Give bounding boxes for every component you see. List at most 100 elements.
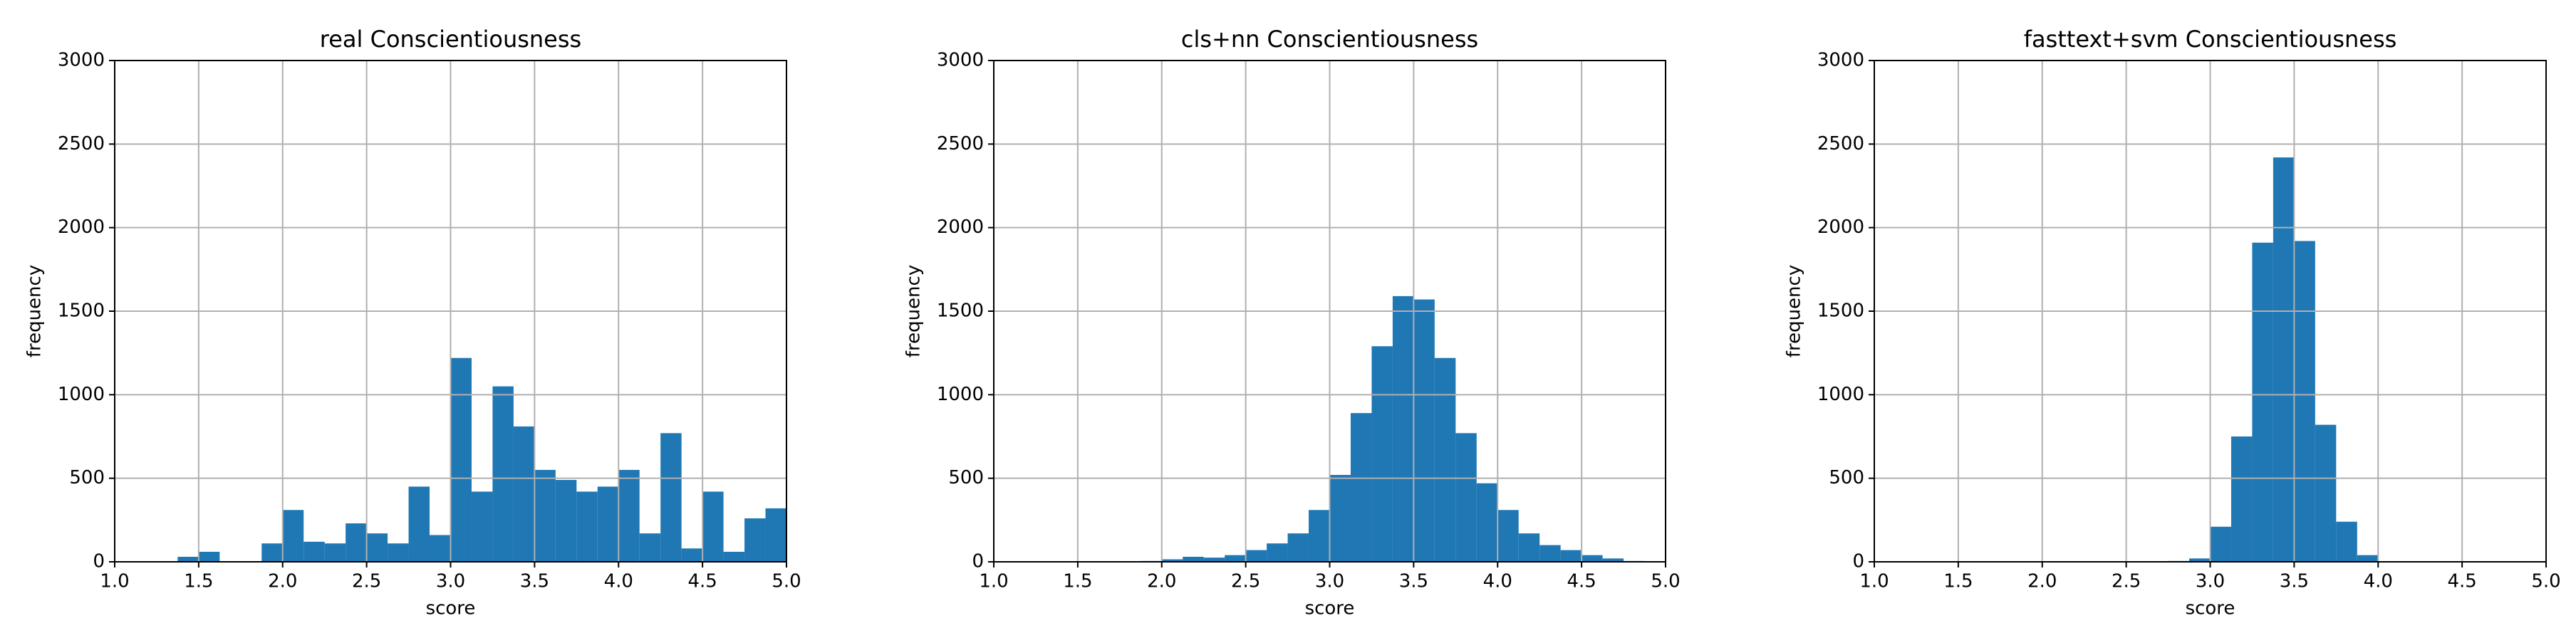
bar bbox=[597, 486, 619, 562]
y-tick-label: 500 bbox=[1829, 467, 1864, 488]
bar bbox=[1161, 559, 1183, 562]
bar bbox=[1497, 510, 1519, 562]
x-tick-label: 4.5 bbox=[2447, 571, 2476, 592]
chart-title: real Conscientiousness bbox=[320, 26, 581, 53]
bar bbox=[2315, 424, 2337, 562]
bar bbox=[430, 535, 451, 562]
bar bbox=[303, 541, 325, 562]
bar bbox=[2294, 241, 2315, 562]
x-tick-label: 1.0 bbox=[979, 571, 1008, 592]
subplot: 1.0 1.5 2.0 2.5 3.0 3.5 4.0 4.5 5.0 0 500 1000 1500 2… bbox=[1784, 26, 2561, 619]
x-tick-label: 2.0 bbox=[2027, 571, 2057, 592]
bar bbox=[660, 433, 682, 562]
bar bbox=[1225, 555, 1246, 562]
bar bbox=[1203, 558, 1225, 562]
x-axis-label: score bbox=[1305, 598, 1355, 619]
bar bbox=[513, 426, 535, 562]
x-tick-label: 1.5 bbox=[1063, 571, 1092, 592]
y-tick-label: 2000 bbox=[58, 216, 105, 238]
y-tick-label: 3000 bbox=[1817, 50, 1864, 71]
y-tick-label: 1500 bbox=[1817, 300, 1864, 322]
bar bbox=[471, 491, 493, 562]
bar bbox=[1245, 550, 1267, 562]
x-tick-label: 2.0 bbox=[268, 571, 297, 592]
y-tick-label: 2500 bbox=[58, 133, 105, 155]
y-tick-label: 0 bbox=[1852, 551, 1864, 572]
x-tick-label: 3.0 bbox=[436, 571, 465, 592]
y-tick-label: 3000 bbox=[58, 50, 105, 71]
bar bbox=[765, 508, 786, 562]
y-tick-label: 1000 bbox=[58, 384, 105, 405]
bar bbox=[555, 480, 577, 562]
bar bbox=[388, 543, 409, 562]
x-tick-label: 5.0 bbox=[772, 571, 801, 592]
x-tick-label: 2.5 bbox=[2112, 571, 2141, 592]
x-tick-label: 4.5 bbox=[687, 571, 717, 592]
y-tick-label: 1500 bbox=[937, 300, 984, 322]
y-tick-label: 2000 bbox=[1817, 216, 1864, 238]
bar bbox=[324, 543, 346, 562]
bar bbox=[1392, 296, 1414, 562]
x-tick-label: 3.5 bbox=[1399, 571, 1428, 592]
bar bbox=[639, 533, 661, 562]
bar bbox=[261, 543, 283, 562]
x-tick-label: 1.5 bbox=[184, 571, 213, 592]
x-tick-label: 1.0 bbox=[1859, 571, 1889, 592]
bar bbox=[1455, 433, 1477, 562]
x-tick-label: 5.0 bbox=[1651, 571, 1680, 592]
bar bbox=[2230, 436, 2253, 562]
x-tick-label: 2.5 bbox=[1231, 571, 1260, 592]
y-tick-label: 3000 bbox=[937, 50, 984, 71]
bar bbox=[618, 469, 640, 562]
y-tick-label: 0 bbox=[93, 551, 105, 572]
bar bbox=[1413, 299, 1435, 562]
bar bbox=[723, 551, 745, 562]
x-tick-label: 4.0 bbox=[1483, 571, 1512, 592]
x-tick-label: 4.0 bbox=[604, 571, 633, 592]
bar bbox=[2357, 555, 2379, 562]
chart-title: fasttext+svm Conscientiousness bbox=[2024, 26, 2397, 53]
y-axis-label: frequency bbox=[24, 265, 46, 357]
bar bbox=[2252, 242, 2273, 562]
bar bbox=[1476, 483, 1498, 562]
x-tick-label: 3.5 bbox=[2280, 571, 2309, 592]
y-tick-label: 1500 bbox=[58, 300, 105, 322]
x-tick-label: 1.0 bbox=[100, 571, 129, 592]
subplot: 1.0 1.5 2.0 2.5 3.0 3.5 4.0 4.5 5.0 0 500 1000 1500 2… bbox=[24, 26, 801, 619]
x-tick-label: 2.5 bbox=[352, 571, 381, 592]
bar bbox=[2210, 526, 2231, 562]
bar bbox=[198, 551, 220, 562]
bar bbox=[576, 491, 598, 562]
bar bbox=[1371, 346, 1393, 562]
y-tick-label: 0 bbox=[972, 551, 984, 572]
bar bbox=[366, 533, 388, 562]
bar bbox=[1539, 545, 1561, 562]
y-tick-label: 1000 bbox=[937, 384, 984, 405]
bar bbox=[744, 518, 766, 562]
bar bbox=[282, 510, 304, 562]
subplot: 1.0 1.5 2.0 2.5 3.0 3.5 4.0 4.5 5.0 0 500 1000 1500 2… bbox=[903, 26, 1681, 619]
chart-title: cls+nn Conscientiousness bbox=[1181, 26, 1478, 53]
bar bbox=[534, 469, 556, 562]
plot-frame bbox=[1874, 60, 2547, 563]
y-tick-label: 500 bbox=[948, 467, 984, 488]
bar bbox=[346, 523, 367, 562]
y-axis-label: frequency bbox=[1784, 265, 1805, 357]
plot-frame bbox=[114, 60, 787, 563]
bar bbox=[408, 486, 430, 562]
bar bbox=[1287, 533, 1309, 562]
plot-frame bbox=[993, 60, 1666, 563]
y-tick-label: 2500 bbox=[937, 133, 984, 155]
y-tick-label: 1000 bbox=[1817, 384, 1864, 405]
bar bbox=[1560, 550, 1582, 562]
bar bbox=[1267, 543, 1288, 562]
bar bbox=[492, 386, 514, 562]
bar bbox=[1602, 558, 1624, 562]
y-tick-label: 2500 bbox=[1817, 133, 1864, 155]
bar bbox=[450, 357, 472, 562]
bar bbox=[1183, 556, 1204, 562]
bar bbox=[1518, 533, 1540, 562]
x-axis-label: score bbox=[426, 598, 476, 619]
x-tick-label: 1.5 bbox=[1943, 571, 1973, 592]
x-axis-label: score bbox=[2186, 598, 2235, 619]
